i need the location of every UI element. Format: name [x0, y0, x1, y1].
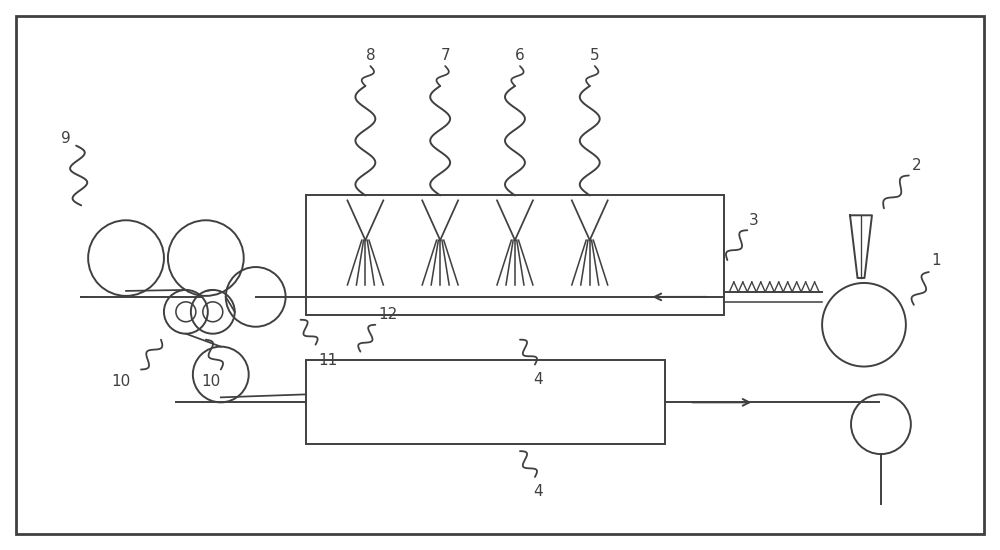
Text: 2: 2 [912, 157, 921, 173]
Text: 8: 8 [366, 48, 375, 63]
FancyBboxPatch shape [16, 16, 984, 534]
Text: 3: 3 [749, 213, 759, 228]
Bar [306, 195, 724, 315]
Text: 10: 10 [201, 375, 220, 389]
Text: 12: 12 [378, 307, 398, 322]
Text: 6: 6 [515, 48, 525, 63]
Text: 9: 9 [61, 131, 71, 146]
Text: 1: 1 [932, 253, 941, 268]
Text: 11: 11 [319, 353, 338, 367]
Bar [306, 360, 665, 444]
Text: 4: 4 [533, 484, 543, 499]
Text: 10: 10 [111, 375, 131, 389]
Text: 5: 5 [590, 48, 600, 63]
Text: 7: 7 [440, 48, 450, 63]
Text: 4: 4 [533, 372, 543, 387]
